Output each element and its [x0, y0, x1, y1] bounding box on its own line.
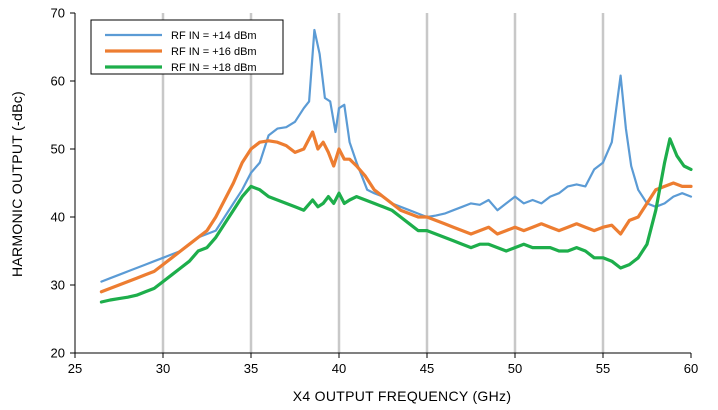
x-tick-label: 40 — [332, 361, 346, 376]
y-axis-title: HARMONIC OUTPUT (-dBc) — [9, 91, 25, 277]
x-axis-title: X4 OUTPUT FREQUENCY (GHz) — [293, 388, 512, 404]
x-tick-label: 55 — [596, 361, 610, 376]
y-tick-label: 30 — [51, 278, 65, 293]
legend-label-3: RF IN = +18 dBm — [171, 62, 257, 74]
x-tick-label: 50 — [508, 361, 522, 376]
legend-label-2: RF IN = +16 dBm — [171, 46, 257, 58]
legend-label-1: RF IN = +14 dBm — [171, 30, 257, 42]
axes — [70, 12, 692, 358]
x-tick-label: 45 — [420, 361, 434, 376]
x-tick-label: 60 — [684, 361, 698, 376]
tick-labels: 25 30 35 40 45 50 55 60 20 30 40 50 60 70 — [51, 6, 699, 377]
y-tick-label: 40 — [51, 210, 65, 225]
y-tick-label: 50 — [51, 142, 65, 157]
legend-box — [90, 19, 284, 75]
y-tick-label: 70 — [51, 6, 65, 21]
x-tick-label: 35 — [244, 361, 258, 376]
legend: RF IN = +14 dBm RF IN = +16 dBm RF IN = +1… — [90, 19, 284, 75]
x-tick-label: 25 — [68, 361, 82, 376]
y-tick-label: 20 — [51, 346, 65, 361]
y-tick-label: 60 — [51, 74, 65, 89]
series-line-3 — [99, 137, 693, 304]
series-line-2 — [99, 130, 693, 294]
series-lines — [99, 28, 693, 304]
x-tick-label: 30 — [156, 361, 170, 376]
